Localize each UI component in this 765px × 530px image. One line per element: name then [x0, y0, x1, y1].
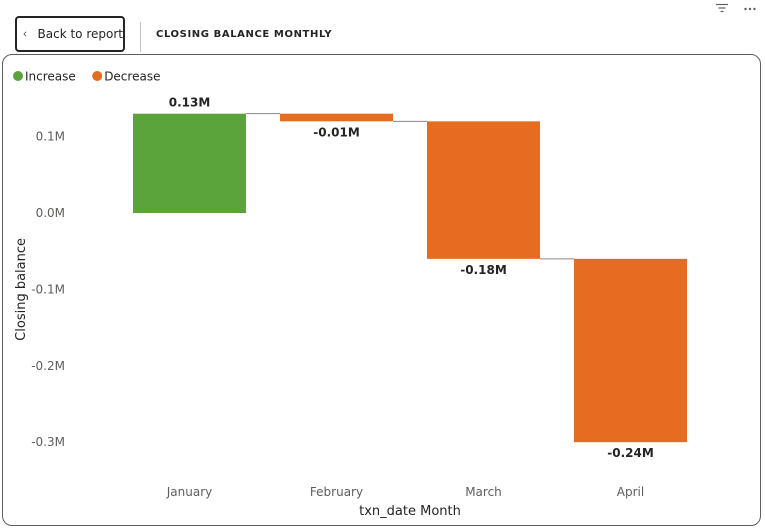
- bar-february: [280, 113, 393, 122]
- data-label-january: 0.13M: [169, 96, 211, 110]
- chevron-left-icon: [23, 31, 27, 37]
- bar-april: [574, 258, 687, 443]
- back-to-report-button[interactable]: Back to report: [15, 16, 125, 52]
- x-tick-label-february: February: [310, 485, 363, 499]
- x-axis-title: txn_date Month: [359, 504, 461, 519]
- bar-march: [427, 121, 540, 259]
- data-label-february: -0.01M: [313, 125, 360, 139]
- legend-marker-increase: [13, 71, 23, 81]
- legend-label-increase: Increase: [25, 70, 76, 84]
- data-label-april: -0.24M: [607, 446, 654, 460]
- filter-icon[interactable]: [715, 3, 729, 13]
- legend-marker-decrease: [92, 71, 103, 81]
- y-tick-label: -0.2M: [31, 359, 65, 373]
- y-tick-label: 0.1M: [36, 130, 65, 144]
- x-tick-label-april: April: [617, 485, 644, 499]
- x-tick-label-march: March: [465, 485, 502, 499]
- bar-january: [133, 113, 246, 213]
- x-tick-label-january: January: [166, 485, 213, 499]
- y-tick-label: -0.1M: [31, 282, 65, 296]
- waterfall-chart: Increase Decrease 0.1M 0.0M -0.1M -0.2M -0.3M C…: [13, 70, 687, 519]
- back-to-report-label: Back to report: [37, 27, 123, 41]
- legend-label-decrease: Decrease: [104, 70, 160, 84]
- chart-card: Increase Decrease 0.1M 0.0M -0.1M -0.2M -0.3M C…: [2, 54, 761, 526]
- more-options-icon[interactable]: [743, 3, 757, 13]
- y-tick-label: 0.0M: [36, 206, 65, 220]
- visual-title: CLOSING BALANCE MONTHLY: [156, 29, 333, 40]
- visual-header-icons: [715, 0, 757, 16]
- y-tick-label: -0.3M: [31, 435, 65, 449]
- header-divider: [140, 22, 141, 52]
- y-axis-title: Closing balance: [14, 238, 29, 341]
- data-label-march: -0.18M: [460, 263, 507, 277]
